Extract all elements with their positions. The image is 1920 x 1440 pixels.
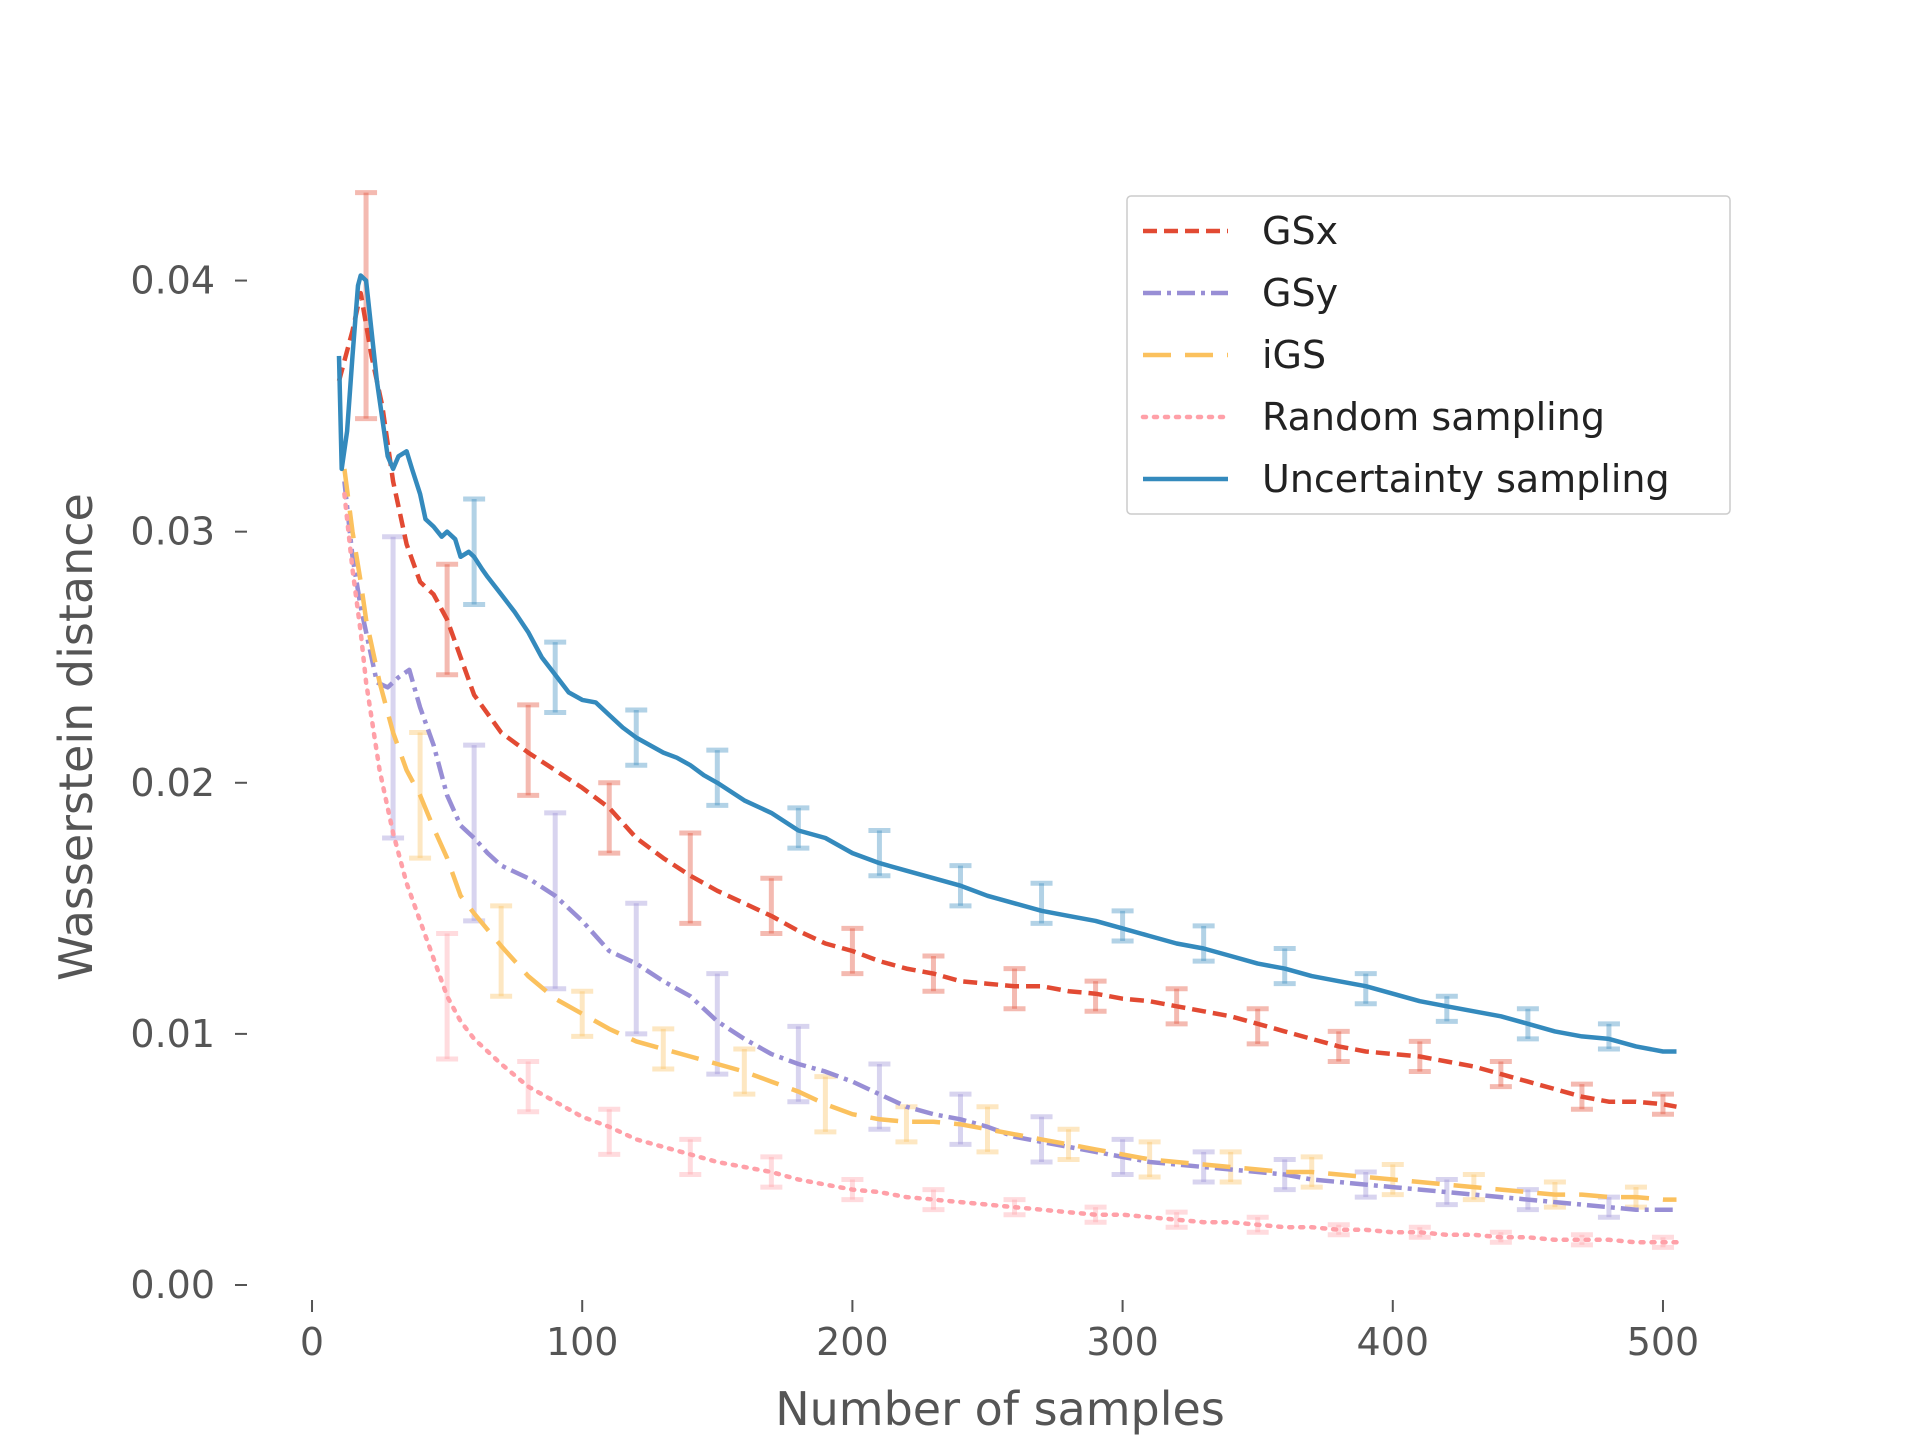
error-bar [1435, 993, 1458, 1024]
error-bar [490, 903, 513, 999]
error-bar [1651, 1091, 1674, 1117]
error-bar [814, 1074, 837, 1135]
error-bars [355, 190, 1674, 1250]
error-bar [922, 1187, 945, 1213]
error-bar [1597, 1021, 1620, 1052]
error-bar [1111, 908, 1134, 944]
error-bar [1057, 1126, 1080, 1162]
legend-label: Uncertainty sampling [1262, 457, 1670, 501]
error-bar [382, 534, 405, 841]
error-bar [679, 1136, 702, 1178]
error-bar [1273, 946, 1296, 987]
error-bar [1084, 978, 1107, 1014]
x-tick-label: 0 [300, 1320, 324, 1364]
x-axis: 0 100 200 300 400 500 [300, 1300, 1699, 1364]
x-tick-label: 500 [1627, 1320, 1700, 1364]
error-bar [355, 190, 378, 422]
y-tick-label: 0.03 [130, 510, 215, 554]
error-bar [571, 988, 594, 1039]
x-tick-label: 400 [1357, 1320, 1430, 1364]
error-bar [1003, 966, 1026, 1012]
series-line [336, 273, 1677, 1054]
error-bar [706, 747, 729, 808]
error-bar [598, 1106, 621, 1157]
error-bar [1138, 1139, 1161, 1180]
error-bar [544, 810, 567, 992]
series-lines [336, 273, 1679, 1245]
x-axis-label: Number of samples [775, 1382, 1225, 1436]
series-line [336, 290, 1677, 1109]
error-bar [706, 971, 729, 1077]
error-bar [1165, 1209, 1188, 1230]
series-line [342, 468, 1677, 1202]
error-bar [1354, 971, 1377, 1007]
y-tick-label: 0.01 [130, 1012, 215, 1056]
y-axis: 0.00 0.01 0.02 0.03 0.04 [130, 259, 247, 1307]
y-axis-label: Wasserstein distance [49, 493, 103, 981]
error-bar [1192, 1149, 1215, 1185]
y-tick-label: 0.02 [130, 761, 215, 805]
legend-box [1126, 195, 1731, 515]
error-bar [1192, 923, 1215, 964]
y-tick-label: 0.00 [130, 1263, 215, 1307]
legend-label: iGS [1262, 333, 1326, 377]
error-bar [760, 1154, 783, 1190]
x-tick-label: 100 [546, 1320, 619, 1364]
error-bar [1246, 1006, 1269, 1047]
x-tick-label: 300 [1086, 1320, 1159, 1364]
error-bar [463, 496, 486, 607]
legend-label: Random sampling [1262, 395, 1605, 439]
error-bar [733, 1046, 756, 1097]
series-line [342, 491, 1679, 1245]
series-line [342, 481, 1677, 1212]
error-bar [1030, 880, 1053, 926]
error-bar [1327, 1222, 1350, 1238]
error-bar [625, 900, 648, 1037]
error-bar [1435, 1177, 1458, 1208]
error-bar [868, 827, 891, 879]
legend: GSx GSy iGS Random sampling Uncertainty samp… [1126, 195, 1731, 515]
legend-label: GSx [1262, 209, 1338, 253]
error-bar [1570, 1232, 1593, 1248]
error-bar [895, 1104, 918, 1145]
x-tick-label: 200 [816, 1320, 889, 1364]
error-bar [1219, 1149, 1242, 1185]
y-tick-label: 0.04 [130, 259, 215, 303]
error-bar [598, 780, 621, 856]
error-bar [976, 1104, 999, 1155]
legend-label: GSy [1262, 271, 1338, 315]
error-bar [652, 1026, 675, 1072]
error-bar [760, 875, 783, 936]
